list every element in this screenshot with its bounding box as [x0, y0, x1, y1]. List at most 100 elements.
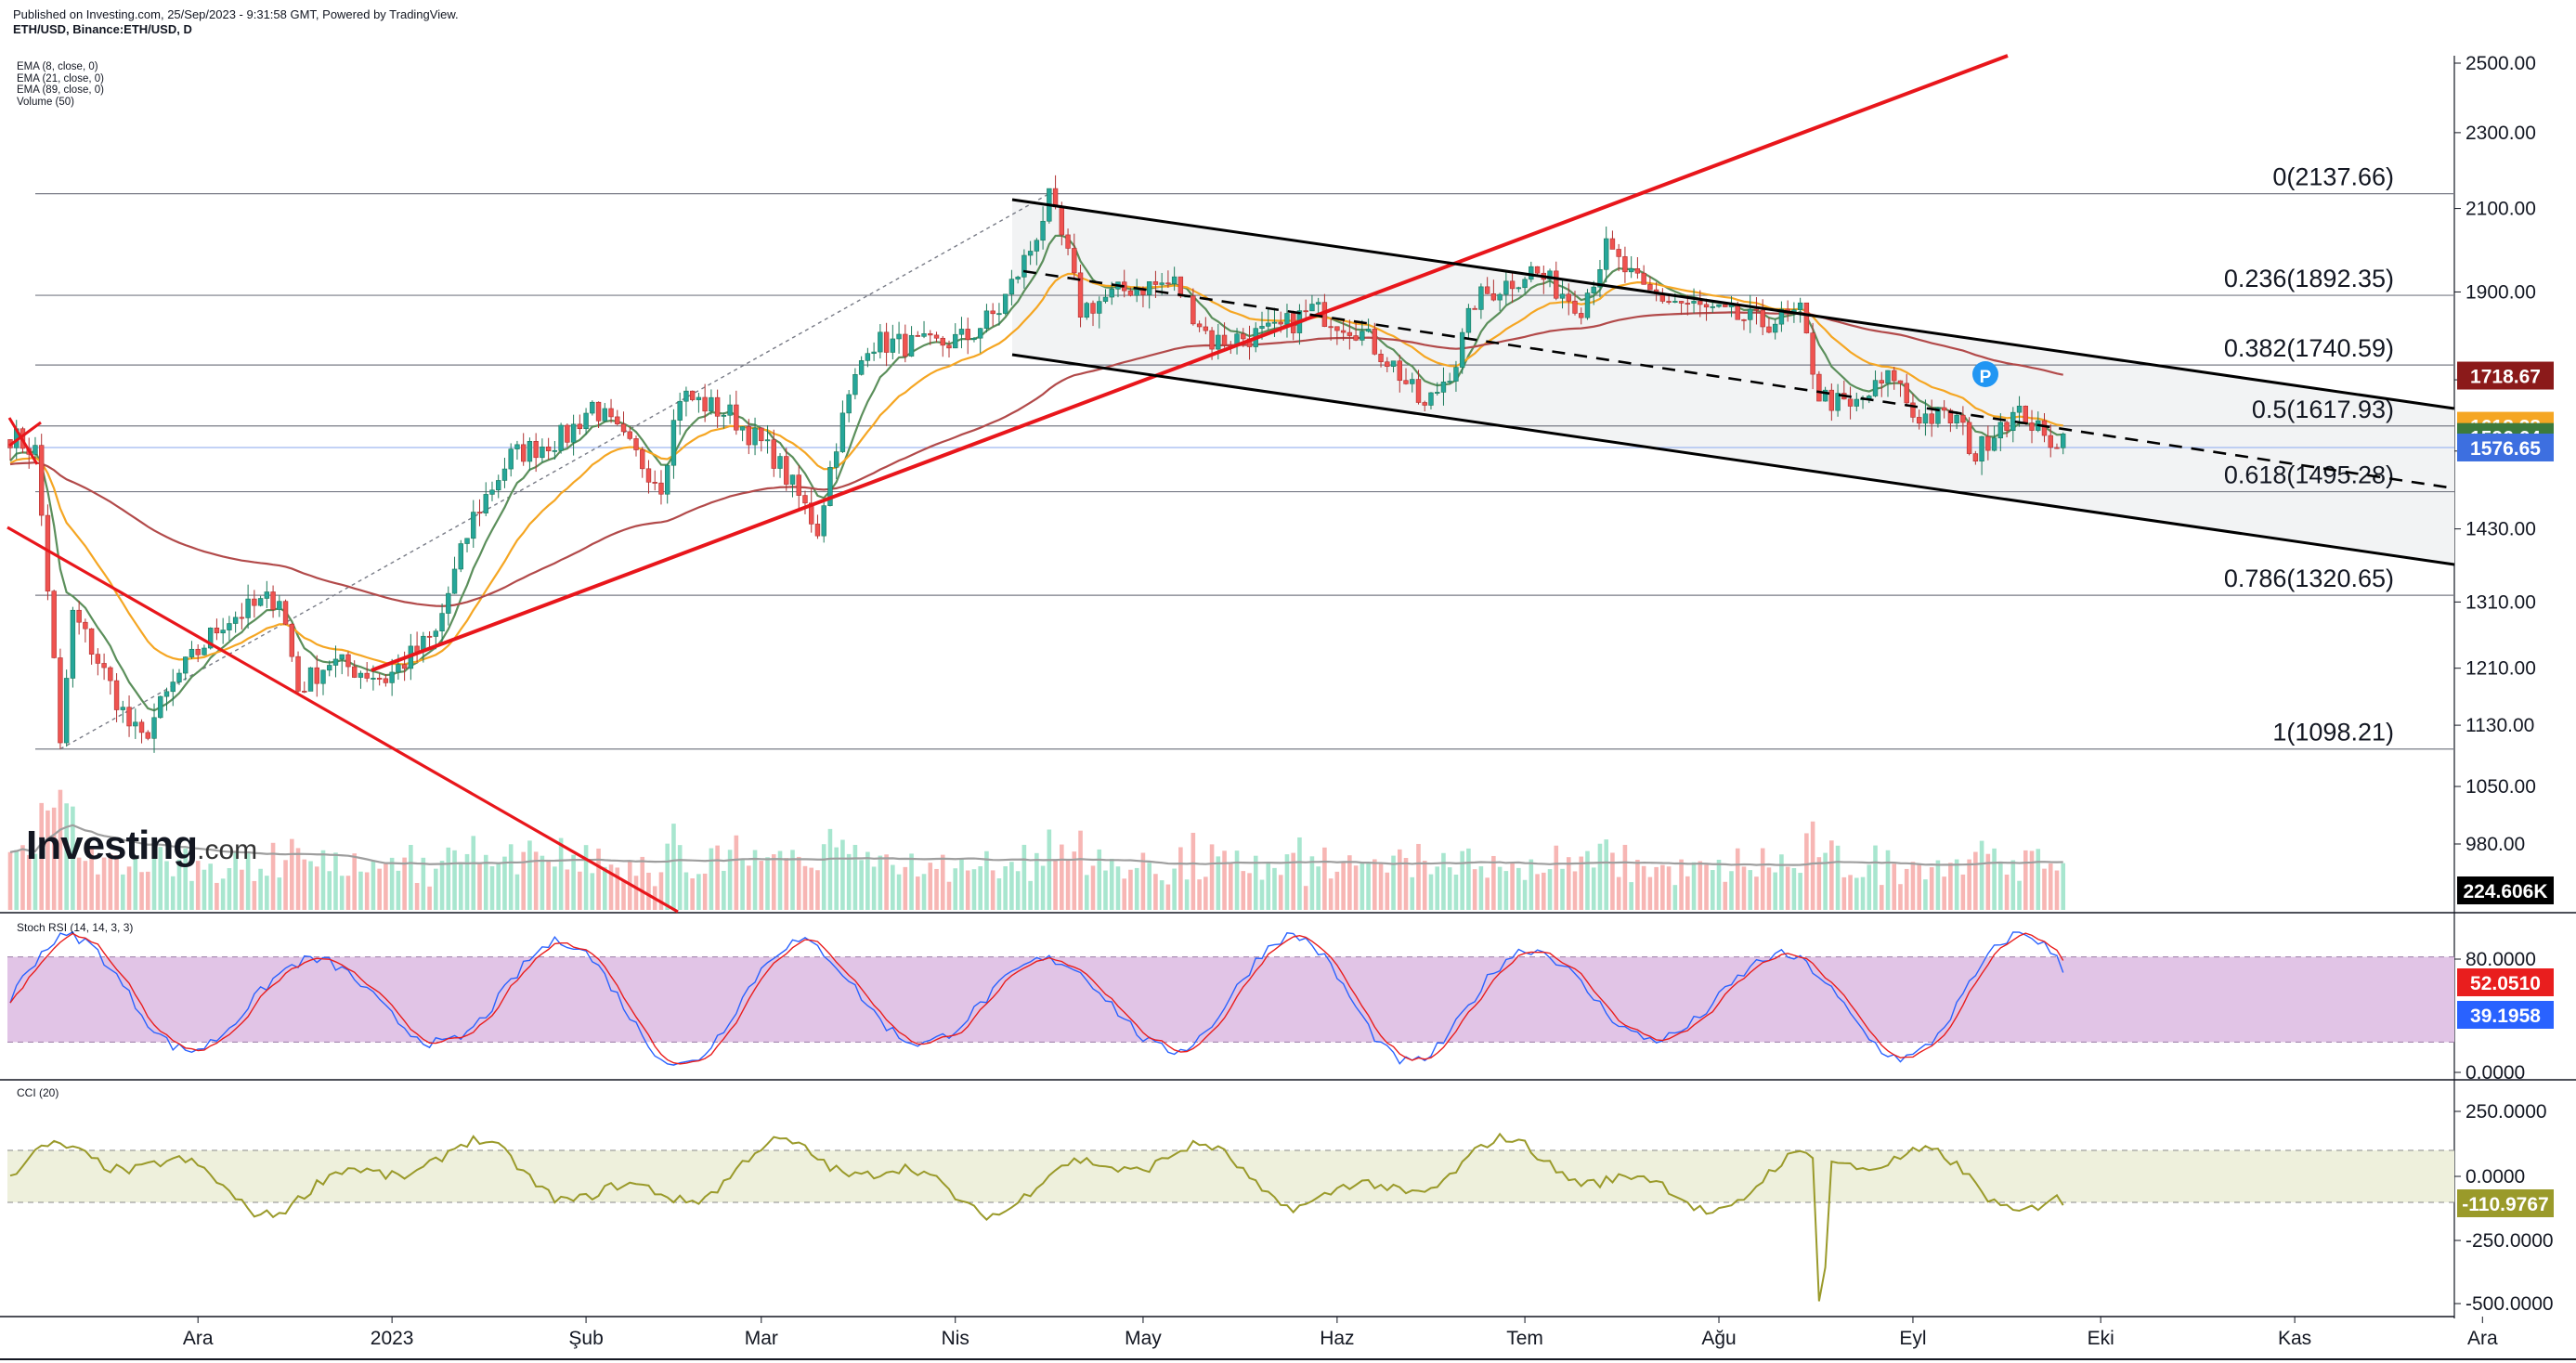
- candle-body: [1266, 322, 1271, 327]
- volume-bar: [1791, 867, 1797, 910]
- volume-bar: [1622, 844, 1628, 910]
- candle-body: [1917, 417, 1922, 424]
- volume-bar: [1785, 866, 1790, 910]
- volume-bar: [1979, 840, 1984, 910]
- candle-body: [383, 678, 389, 683]
- volume-bar: [1366, 862, 1371, 910]
- fib-level-label: 0.786(1320.65): [2224, 565, 2394, 592]
- volume-bar: [896, 874, 902, 910]
- volume-bar: [1754, 876, 1759, 910]
- candle-body: [101, 663, 107, 669]
- candle-body: [2029, 422, 2035, 431]
- candle-body: [852, 374, 858, 396]
- candle-body: [627, 431, 632, 439]
- volume-bar: [809, 867, 814, 910]
- volume-bar: [1447, 867, 1452, 910]
- candle-body: [1622, 256, 1628, 273]
- candle-body: [1929, 413, 1934, 424]
- cci-tick-label: 250.0000: [2465, 1101, 2547, 1123]
- volume-bar: [1579, 856, 1584, 910]
- candle-body: [1810, 332, 1815, 375]
- volume-bar: [759, 861, 764, 910]
- volume-bar: [1053, 859, 1058, 910]
- stoch-tick-label: 0.0000: [2465, 1062, 2525, 1084]
- volume-bar: [571, 854, 576, 910]
- volume-ma-line: [9, 824, 2063, 866]
- candle-body: [1797, 302, 1803, 310]
- candle-body: [664, 464, 670, 495]
- candle-body: [451, 568, 458, 594]
- stoch-rsi-label[interactable]: Stoch RSI (14, 14, 3, 3): [17, 921, 134, 934]
- candle-body: [51, 591, 57, 658]
- candle-body: [282, 601, 289, 625]
- volume-bar: [1967, 859, 1971, 910]
- candle-body: [207, 628, 214, 649]
- volume-bar: [126, 866, 132, 910]
- candle-body: [163, 691, 170, 697]
- candle-body: [1435, 392, 1440, 394]
- candle-body: [608, 408, 614, 418]
- volume-bar: [633, 876, 639, 910]
- volume-bar: [1147, 863, 1151, 910]
- volume-bar: [1679, 859, 1684, 910]
- time-tick-label: Ara: [2467, 1328, 2498, 1349]
- volume-bar: [1973, 851, 1978, 910]
- volume-bar: [2042, 868, 2047, 910]
- candle-body: [933, 334, 940, 339]
- volume-bar: [265, 876, 269, 910]
- candle-body: [890, 338, 896, 353]
- candle-body: [1365, 329, 1372, 332]
- candle-body: [1127, 290, 1134, 296]
- candle-body: [33, 445, 38, 455]
- ema8-legend[interactable]: EMA (8, close, 0): [17, 61, 98, 72]
- volume-bar: [1672, 885, 1678, 910]
- time-tick-label: Şub: [568, 1328, 603, 1349]
- candle-body: [76, 609, 82, 623]
- ema89-legend[interactable]: EMA (89, close, 0): [17, 84, 104, 96]
- volume-bar: [1266, 863, 1271, 910]
- candle-body: [1547, 270, 1553, 280]
- candle-body: [714, 396, 721, 417]
- volume-bar: [865, 851, 870, 910]
- volume-legend[interactable]: Volume (50): [17, 96, 75, 108]
- volume-bar: [283, 860, 288, 910]
- volume-bar: [2010, 860, 2016, 910]
- volume-bar: [1460, 850, 1464, 910]
- symbol-title: ETH/USD, Binance:ETH/USD, D: [13, 22, 192, 36]
- time-tick-label: Eki: [2088, 1328, 2114, 1349]
- volume-bar: [715, 845, 720, 910]
- candle-body: [1778, 308, 1785, 325]
- cci-tick-label: -250.0000: [2465, 1230, 2554, 1252]
- volume-bar: [671, 824, 676, 910]
- channel-lower: [1011, 353, 2455, 566]
- volume-bar: [1253, 855, 1258, 910]
- volume-bar: [734, 835, 739, 910]
- volume-bar: [709, 848, 714, 910]
- volume-bar: [1428, 874, 1434, 910]
- volume-bar: [471, 836, 476, 910]
- volume-bar: [508, 844, 514, 910]
- candle-body: [1403, 380, 1409, 384]
- candle-body: [471, 512, 476, 539]
- volume-bar: [1604, 839, 1608, 910]
- volume-bar: [727, 850, 733, 910]
- candle-body: [871, 351, 877, 354]
- candle-body: [1478, 286, 1484, 310]
- volume-bar: [402, 857, 407, 910]
- candle-body: [1152, 281, 1159, 285]
- volume-bar: [821, 844, 826, 910]
- candle-body: [590, 401, 595, 414]
- ema21-legend[interactable]: EMA (21, close, 0): [17, 72, 104, 84]
- candle-body: [1835, 393, 1841, 411]
- candle-body: [771, 439, 776, 469]
- cci-tag: [2457, 1189, 2554, 1217]
- volume-bar: [702, 873, 708, 910]
- candle-body: [364, 672, 370, 679]
- volume-bar: [446, 847, 451, 910]
- volume-bar: [1992, 848, 1997, 910]
- candle-body: [1328, 326, 1334, 329]
- candle-body: [1410, 379, 1415, 384]
- candle-body: [777, 456, 783, 469]
- cci-label[interactable]: CCI (20): [17, 1086, 59, 1099]
